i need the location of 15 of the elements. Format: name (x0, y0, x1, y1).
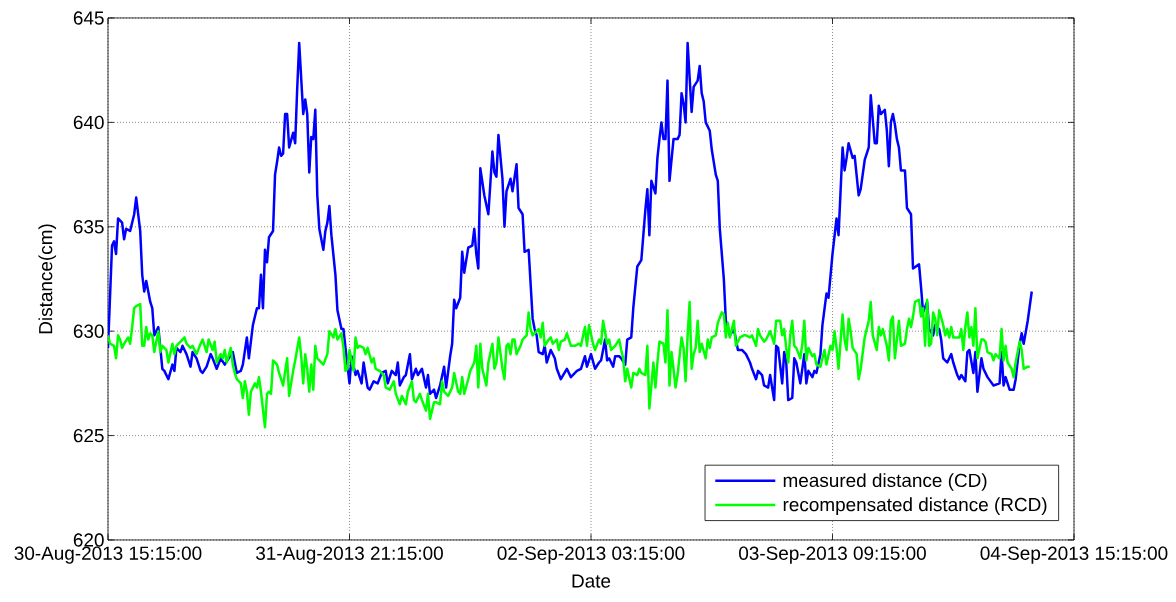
x-tick-label: 31-Aug-2013 21:15:00 (256, 546, 443, 564)
legend-label: measured distance (CD) (783, 473, 987, 491)
y-tick-label: 635 (73, 220, 104, 234)
y-axis-title: Distance(cm) (38, 224, 57, 334)
y-tick-label: 625 (73, 428, 104, 443)
legend-label: recompensated distance (RCD) (783, 497, 1047, 516)
x-axis-title: Date (572, 574, 611, 588)
y-tick-label: 640 (73, 115, 104, 130)
y-tick-label: 620 (73, 533, 104, 547)
x-tick-label: 02-Sep-2013 03:15:00 (497, 546, 685, 564)
y-tick-label: 630 (73, 324, 104, 338)
x-tick-label: 04-Sep-2013 15:15:00 (980, 546, 1168, 564)
x-tick-label: 03-Sep-2013 09:15:00 (739, 546, 926, 564)
y-tick-label: 645 (73, 11, 104, 25)
x-tick-label: 30-Aug-2013 15:15:00 (14, 546, 202, 564)
